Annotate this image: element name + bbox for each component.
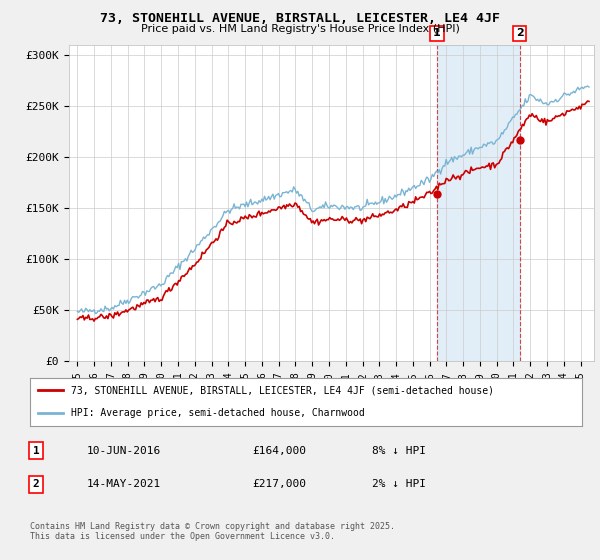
Text: 1: 1: [433, 29, 441, 39]
Text: 1: 1: [32, 446, 40, 456]
Bar: [437, 45, 520, 361]
Text: 73, STONEHILL AVENUE, BIRSTALL, LEICESTER, LE4 4JF (semi-detached house): 73, STONEHILL AVENUE, BIRSTALL, LEICESTE…: [71, 385, 494, 395]
Text: 2: 2: [516, 29, 524, 39]
Text: 8% ↓ HPI: 8% ↓ HPI: [372, 446, 426, 456]
Text: 73, STONEHILL AVENUE, BIRSTALL, LEICESTER, LE4 4JF: 73, STONEHILL AVENUE, BIRSTALL, LEICESTE…: [100, 12, 500, 25]
Text: Contains HM Land Registry data © Crown copyright and database right 2025.
This d: Contains HM Land Registry data © Crown c…: [30, 522, 395, 542]
Text: £164,000: £164,000: [252, 446, 306, 456]
Text: 2% ↓ HPI: 2% ↓ HPI: [372, 479, 426, 489]
Text: £217,000: £217,000: [252, 479, 306, 489]
Text: HPI: Average price, semi-detached house, Charnwood: HPI: Average price, semi-detached house,…: [71, 408, 365, 418]
Text: 10-JUN-2016: 10-JUN-2016: [87, 446, 161, 456]
Text: Price paid vs. HM Land Registry's House Price Index (HPI): Price paid vs. HM Land Registry's House …: [140, 24, 460, 34]
Text: 2: 2: [32, 479, 40, 489]
Text: 14-MAY-2021: 14-MAY-2021: [87, 479, 161, 489]
